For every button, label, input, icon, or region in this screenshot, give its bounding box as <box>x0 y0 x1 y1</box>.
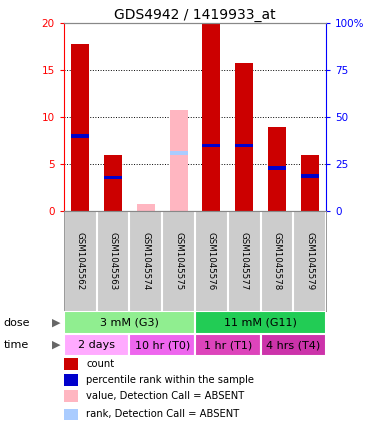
Bar <box>71 44 89 212</box>
Text: rank, Detection Call = ABSENT: rank, Detection Call = ABSENT <box>86 409 239 420</box>
Text: GSM1045578: GSM1045578 <box>273 232 282 291</box>
Text: 10 hr (T0): 10 hr (T0) <box>135 340 190 350</box>
Bar <box>268 166 286 170</box>
Bar <box>235 63 253 212</box>
Text: ▶: ▶ <box>51 340 60 350</box>
Bar <box>104 155 122 212</box>
Bar <box>64 358 78 370</box>
Bar <box>64 311 195 334</box>
Text: value, Detection Call = ABSENT: value, Detection Call = ABSENT <box>86 391 245 401</box>
Text: GSM1045577: GSM1045577 <box>240 232 249 291</box>
Text: ▶: ▶ <box>51 318 60 328</box>
Bar <box>137 204 155 212</box>
Text: GSM1045562: GSM1045562 <box>76 232 85 291</box>
Bar <box>261 334 326 356</box>
Text: 4 hrs (T4): 4 hrs (T4) <box>266 340 321 350</box>
Text: time: time <box>4 340 29 350</box>
Bar <box>64 409 78 420</box>
Bar <box>64 374 78 386</box>
Text: GSM1045579: GSM1045579 <box>305 232 314 291</box>
Bar <box>202 144 220 148</box>
Text: count: count <box>86 359 114 369</box>
Text: 2 days: 2 days <box>78 340 115 350</box>
Text: percentile rank within the sample: percentile rank within the sample <box>86 375 254 385</box>
Bar <box>268 127 286 212</box>
Text: 3 mM (G3): 3 mM (G3) <box>100 318 159 328</box>
Text: 1 hr (T1): 1 hr (T1) <box>204 340 252 350</box>
Text: GSM1045563: GSM1045563 <box>108 232 117 291</box>
Bar <box>301 155 319 212</box>
Bar <box>129 334 195 356</box>
Text: 11 mM (G11): 11 mM (G11) <box>224 318 297 328</box>
Title: GDS4942 / 1419933_at: GDS4942 / 1419933_at <box>114 8 276 22</box>
Bar <box>170 151 188 155</box>
Text: GSM1045576: GSM1045576 <box>207 232 216 291</box>
Bar <box>235 144 253 148</box>
Bar <box>170 110 188 212</box>
Bar <box>195 311 326 334</box>
Bar <box>71 135 89 138</box>
Bar <box>64 390 78 402</box>
Text: dose: dose <box>4 318 30 328</box>
Bar <box>202 23 220 212</box>
Bar <box>195 334 261 356</box>
Bar <box>301 174 319 178</box>
Bar <box>104 176 122 179</box>
Bar <box>64 334 129 356</box>
Text: GSM1045574: GSM1045574 <box>141 232 150 291</box>
Text: GSM1045575: GSM1045575 <box>174 232 183 291</box>
